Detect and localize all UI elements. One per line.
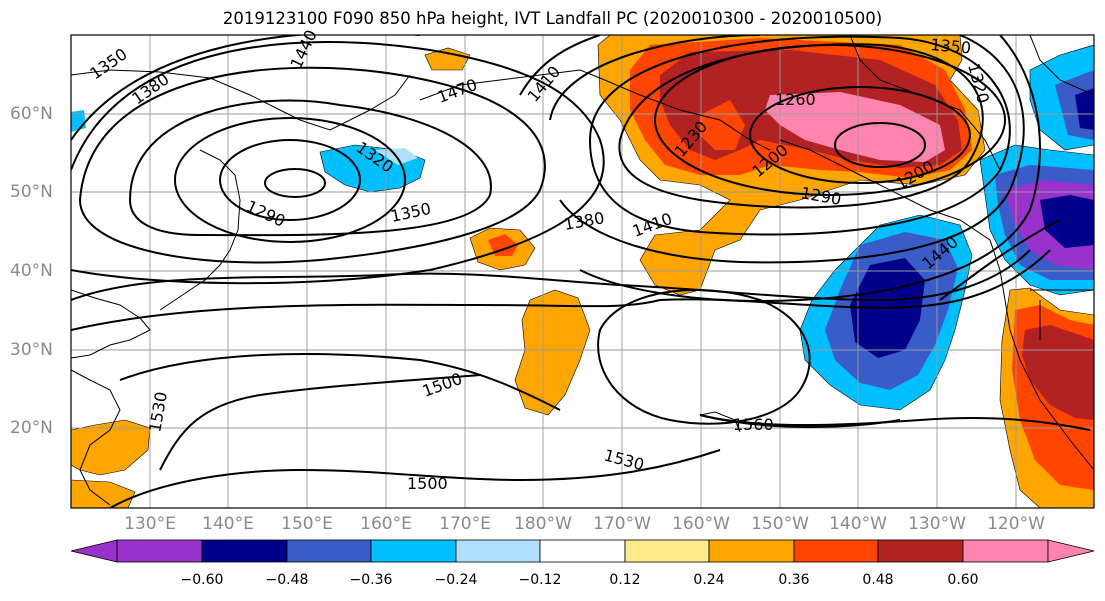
- ivt-red-blob-west: [488, 234, 518, 256]
- plot-title: 2019123100 F090 850 hPa height, IVT Land…: [222, 9, 883, 28]
- colorbar-extend-high: [1047, 539, 1095, 563]
- map-gridlines: [71, 35, 1094, 508]
- ivt-negative-region-ne3: [1075, 88, 1094, 130]
- colorbar-segment: [624, 539, 710, 563]
- colorbar-tick-label: 0.48: [862, 572, 894, 588]
- colorbar-tick-label: −0.48: [265, 572, 309, 588]
- contour-label: 1290: [243, 196, 288, 230]
- contour-label: 1500: [407, 474, 448, 493]
- contour-label: 1560: [733, 415, 774, 434]
- lon-tick-label: 130°E: [124, 514, 176, 534]
- contour-label: 1350: [389, 199, 433, 226]
- lat-tick-label: 30°N: [10, 340, 53, 360]
- contour-label: 1320: [964, 61, 993, 105]
- colorbar-segment: [370, 539, 457, 563]
- lon-tick-label: 160°E: [360, 514, 412, 534]
- lon-tick-label: 130°W: [908, 514, 966, 534]
- contour-label: 1530: [602, 446, 646, 475]
- lon-tick-label: 150°E: [281, 514, 333, 534]
- contour-label: 1440: [286, 27, 320, 72]
- lon-tick-label: 150°W: [751, 514, 809, 534]
- colorbar-segment: [539, 539, 626, 563]
- colorbar-tick-label: −0.12: [518, 572, 562, 588]
- lon-tick-label: 120°W: [987, 514, 1045, 534]
- lon-tick-label: 170°W: [593, 514, 651, 534]
- ivt-shading: [71, 35, 1094, 508]
- ivt-positive-strip: [514, 289, 591, 416]
- colorbar-tick-label: 0.36: [778, 572, 810, 588]
- colorbar-tick-label: 0.60: [947, 572, 979, 588]
- lon-tick-label: 180°W: [514, 514, 572, 534]
- colorbar-segment: [116, 539, 203, 563]
- colorbar-tick-label: 0.24: [693, 572, 725, 588]
- contour-label: 1260: [775, 90, 816, 109]
- lat-tick-label: 20°N: [10, 418, 53, 438]
- contour-label: 1350: [930, 35, 972, 57]
- colorbar-segment: [793, 539, 879, 563]
- lat-tick-label: 50°N: [10, 182, 53, 202]
- colorbar-extend-low: [70, 539, 118, 563]
- colorbar-tick-label: 0.12: [609, 572, 641, 588]
- lat-tick-label: 60°N: [10, 104, 53, 124]
- ivt-region-red-small: [700, 100, 745, 150]
- ivt-positive-region-sw2: [71, 479, 136, 508]
- contour-label: 1470: [435, 75, 480, 107]
- contour-label: 1530: [145, 390, 171, 433]
- contour-label: 1350: [86, 44, 130, 83]
- colorbar-tick-label: −0.36: [349, 572, 393, 588]
- height-contours: [71, 35, 1091, 508]
- lon-tick-label: 170°E: [439, 514, 491, 534]
- lon-tick-label: 140°E: [202, 514, 254, 534]
- contour-label: 1380: [128, 69, 172, 108]
- colorbar-segment: [962, 539, 1049, 563]
- colorbar-segment: [201, 539, 288, 563]
- ivt-positive-region-sw: [71, 419, 151, 476]
- contour-label: 1500: [420, 369, 465, 401]
- lon-tick-label: 160°W: [672, 514, 730, 534]
- lon-tick-label: 140°W: [829, 514, 887, 534]
- colorbar-segment: [877, 539, 964, 563]
- ivt-positive-region-ca-darkred: [1022, 325, 1094, 420]
- colorbar-segment: [286, 539, 372, 563]
- lat-tick-label: 40°N: [10, 261, 53, 281]
- colorbar: [70, 539, 1095, 563]
- ivt-positive-blob-north: [424, 47, 471, 71]
- ivt-negative-region-na4: [1040, 195, 1094, 248]
- colorbar-segment: [708, 539, 795, 563]
- colorbar-tick-label: −0.60: [180, 572, 224, 588]
- map-frame: [70, 34, 1095, 509]
- colorbar-tick-label: −0.24: [434, 572, 478, 588]
- colorbar-segment: [455, 539, 541, 563]
